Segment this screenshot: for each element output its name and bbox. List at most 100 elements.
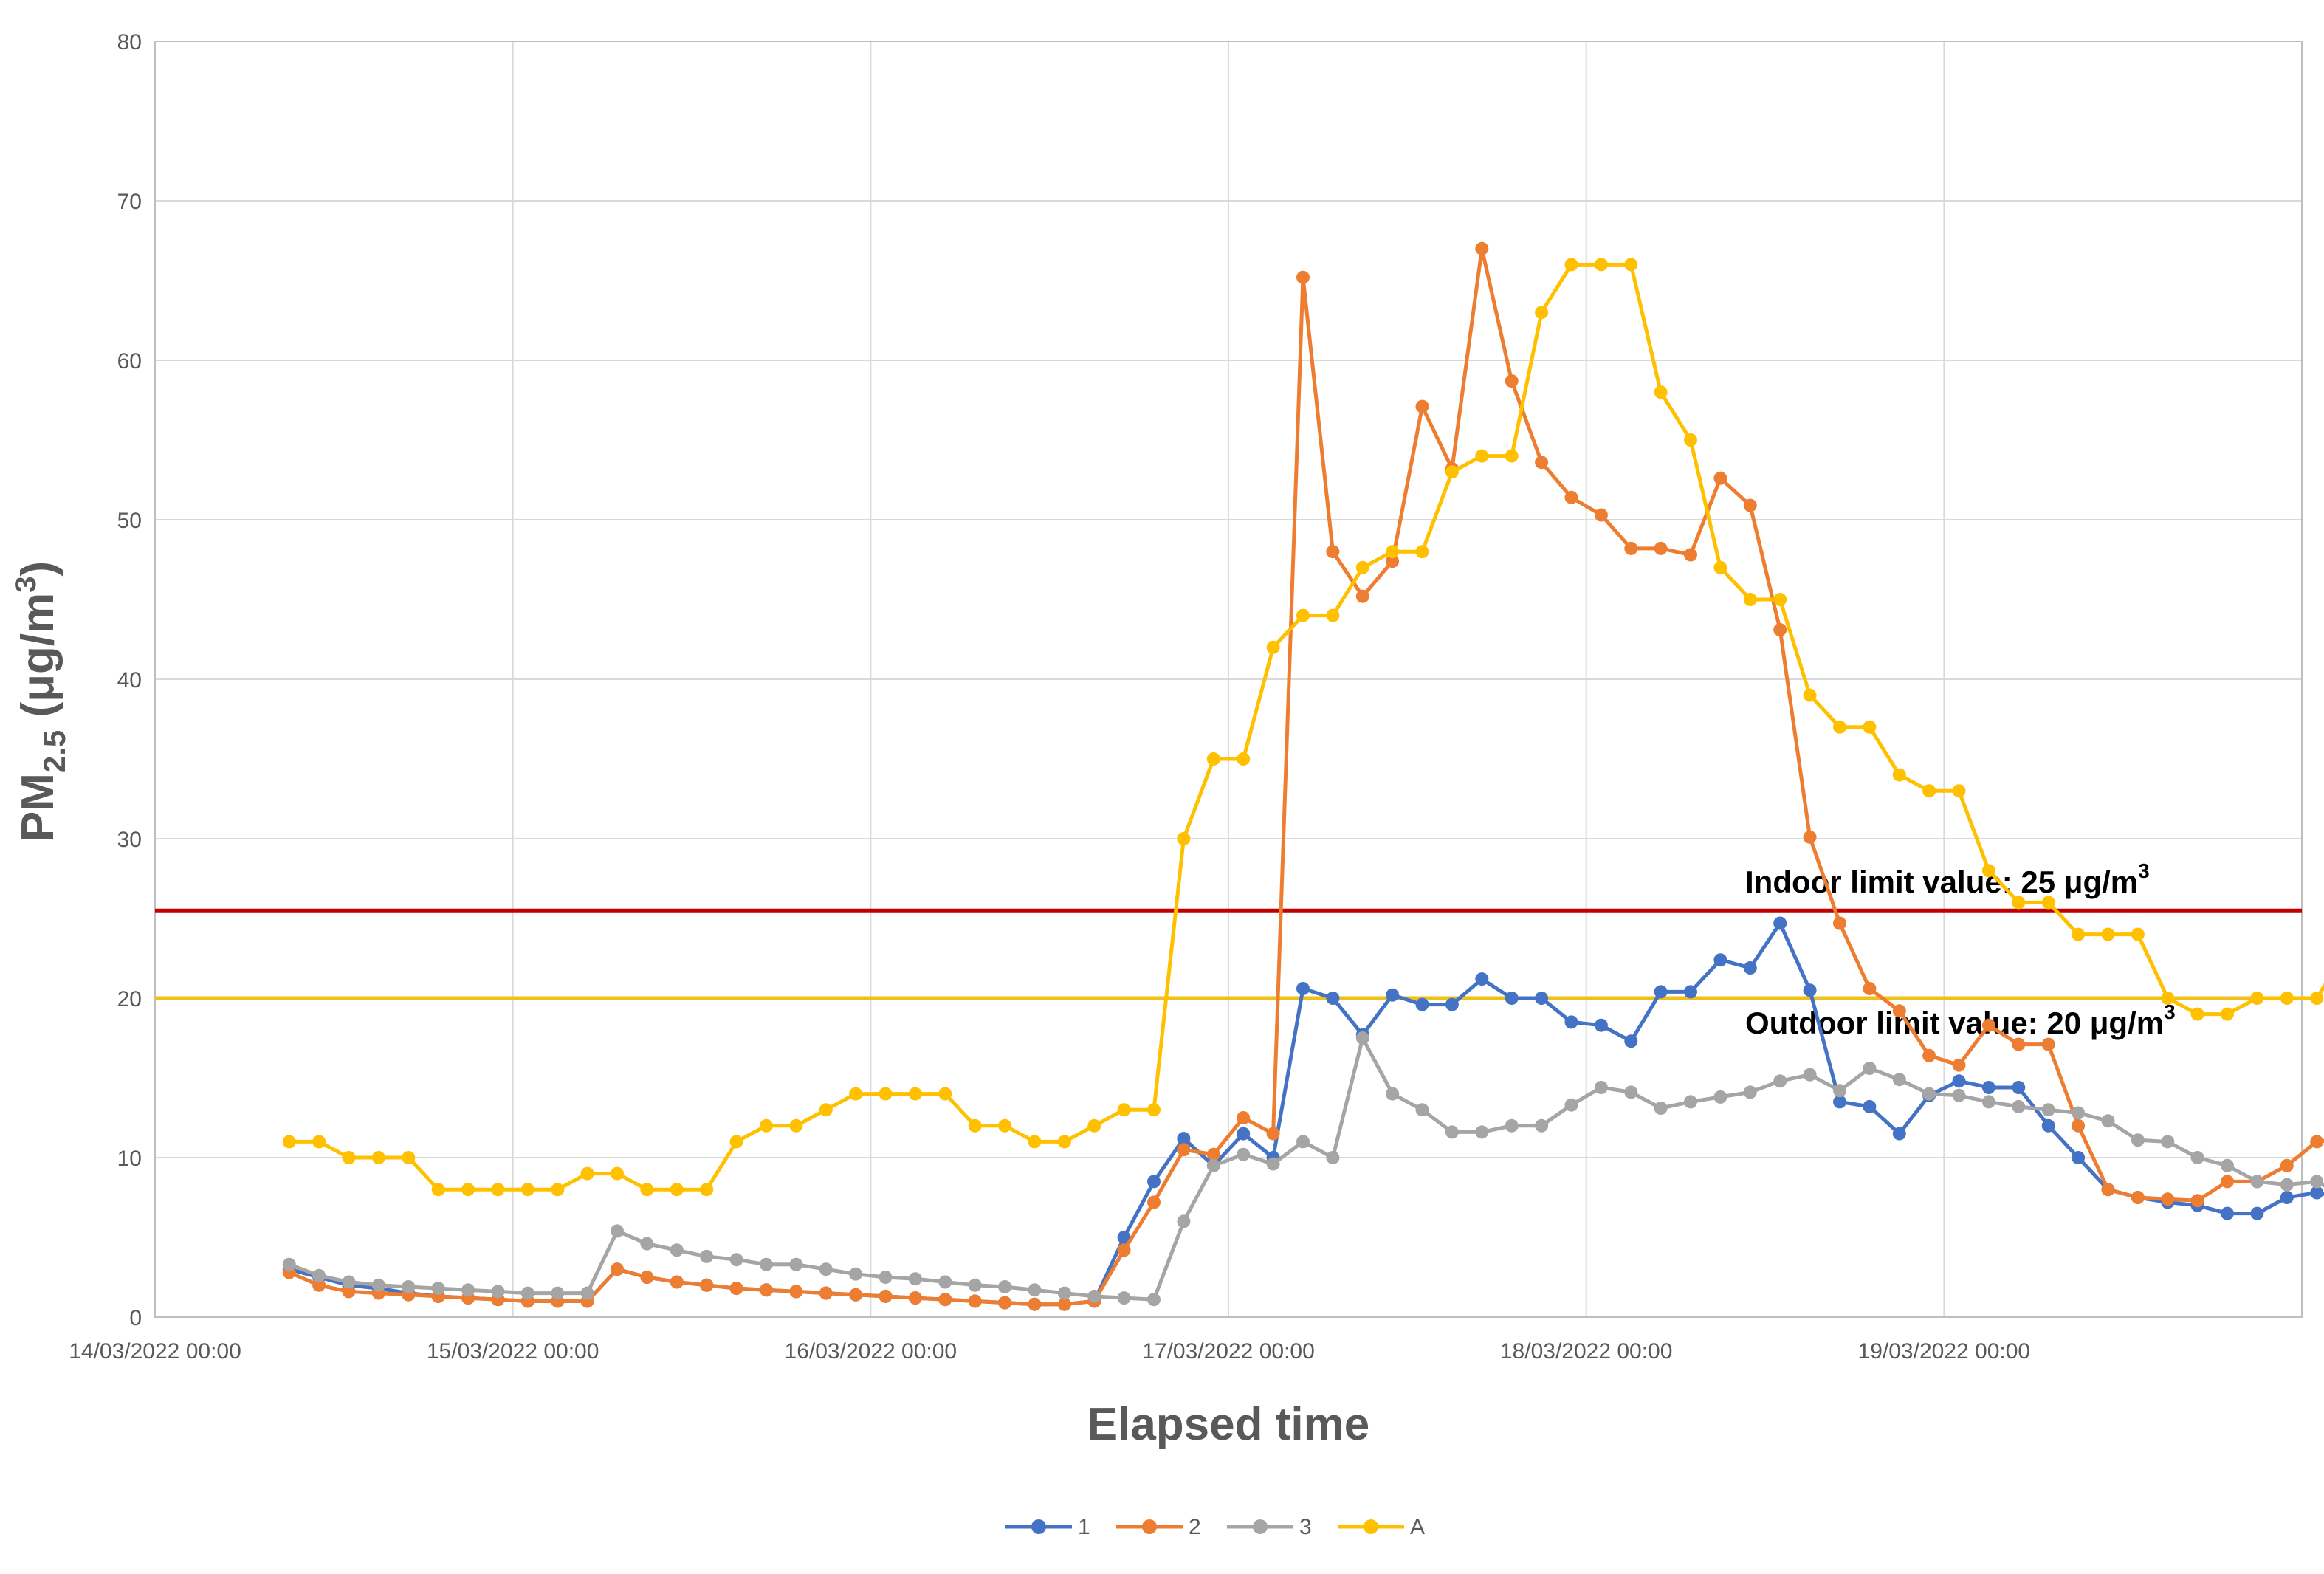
data-point <box>760 1118 773 1133</box>
data-point <box>1624 1034 1638 1048</box>
data-point <box>1237 1127 1251 1141</box>
legend-item-A: A <box>1338 1515 1425 1539</box>
data-point <box>729 1135 743 1149</box>
legend: 1 2 3 A <box>1005 1515 1425 1539</box>
outdoor-limit-label: Outdoor limit value: 20 μg/m3 <box>1745 1000 2176 1040</box>
data-point <box>1237 1111 1251 1124</box>
legend-label: 2 <box>1189 1515 1201 1539</box>
legend-item-3: 3 <box>1227 1515 1312 1539</box>
data-point <box>1445 997 1459 1011</box>
data-point <box>551 1286 565 1300</box>
y-tick-label: 50 <box>117 509 142 533</box>
data-point <box>312 1268 326 1282</box>
x-tick-label: 14/03/2022 00:00 <box>69 1339 241 1364</box>
data-point <box>1713 953 1727 967</box>
data-point <box>1981 1095 1995 1109</box>
data-point <box>2072 1151 2086 1164</box>
data-point <box>908 1272 922 1286</box>
data-point <box>1922 1087 1936 1101</box>
y-tick-label: 70 <box>117 190 142 214</box>
data-point <box>640 1271 654 1284</box>
data-point <box>789 1118 803 1133</box>
data-point <box>2101 1183 2115 1197</box>
reference-lines: Indoor limit value: 25 μg/m3 Outdoor limi… <box>155 859 2302 1040</box>
gridlines <box>154 41 2303 1318</box>
data-point <box>1355 1031 1369 1045</box>
legend-swatch-marker <box>1253 1519 1268 1534</box>
data-point <box>1773 1074 1787 1088</box>
data-point <box>1326 1151 1340 1164</box>
data-point <box>282 1257 296 1271</box>
data-point <box>1564 1015 1578 1029</box>
data-point <box>2041 1103 2055 1117</box>
data-point <box>1206 1158 1220 1172</box>
x-axis-title: Elapsed time <box>1087 1399 1369 1450</box>
data-point <box>1147 1293 1161 1307</box>
data-point <box>760 1283 773 1297</box>
data-point <box>1833 1084 1846 1098</box>
data-point <box>968 1294 982 1308</box>
data-point <box>1833 720 1846 734</box>
data-point <box>1505 992 1519 1005</box>
data-point <box>1684 1095 1697 1109</box>
data-point <box>1892 1004 1906 1018</box>
data-point <box>1564 258 1578 272</box>
series-A <box>282 258 2324 1197</box>
data-point <box>2280 1158 2294 1172</box>
data-point <box>1386 1087 1400 1101</box>
data-point <box>371 1151 385 1164</box>
data-point <box>1415 545 1429 559</box>
data-point <box>998 1118 1012 1133</box>
data-point <box>1266 640 1280 654</box>
plot-frame <box>154 41 2303 1318</box>
data-point <box>580 1286 594 1300</box>
data-point <box>1445 465 1459 479</box>
data-point <box>1057 1135 1071 1149</box>
data-point <box>1863 1099 1877 1113</box>
data-point <box>1296 982 1310 995</box>
data-point <box>1117 1231 1131 1244</box>
data-point <box>1415 1103 1429 1117</box>
data-point <box>670 1183 684 1197</box>
data-point <box>1624 541 1638 555</box>
data-point <box>611 1166 624 1180</box>
data-point <box>1355 589 1369 603</box>
data-point <box>1028 1297 1042 1311</box>
data-point <box>1028 1283 1042 1297</box>
data-point <box>431 1183 445 1197</box>
data-point <box>1505 449 1519 463</box>
data-point <box>938 1275 952 1289</box>
data-point <box>2012 1037 2026 1051</box>
data-point <box>312 1278 326 1292</box>
series-group <box>282 241 2324 1311</box>
data-point <box>729 1253 743 1267</box>
data-point <box>1654 1102 1668 1115</box>
data-point <box>1713 471 1727 485</box>
y-axis-title: PM2.5 (μg/m3) <box>10 561 72 842</box>
data-point <box>1505 374 1519 388</box>
data-point <box>1594 508 1608 522</box>
data-point <box>2072 1118 2086 1133</box>
data-point <box>2072 927 2086 941</box>
data-point <box>2012 896 2026 910</box>
data-point <box>342 1285 356 1299</box>
y-tick-label: 10 <box>117 1147 142 1171</box>
data-point <box>2131 1191 2145 1204</box>
data-point <box>1922 784 1936 798</box>
data-point <box>1713 1090 1727 1104</box>
series-line-3 <box>288 1036 2324 1302</box>
data-point <box>938 1087 952 1101</box>
data-point <box>1564 490 1578 504</box>
data-point <box>1863 1062 1877 1075</box>
data-point <box>551 1183 565 1197</box>
data-point <box>1773 916 1787 930</box>
legend-item-2: 2 <box>1116 1515 1201 1539</box>
data-point <box>1296 608 1310 622</box>
data-point <box>1386 988 1400 1002</box>
data-point <box>1892 768 1906 782</box>
data-point <box>282 1135 296 1149</box>
data-point <box>1892 1127 1906 1141</box>
plot-area-border <box>154 41 2303 1318</box>
data-point <box>819 1286 833 1300</box>
x-axis-ticks: 14/03/2022 00:00 15/03/2022 00:00 16/03/20… <box>69 1339 2030 1364</box>
